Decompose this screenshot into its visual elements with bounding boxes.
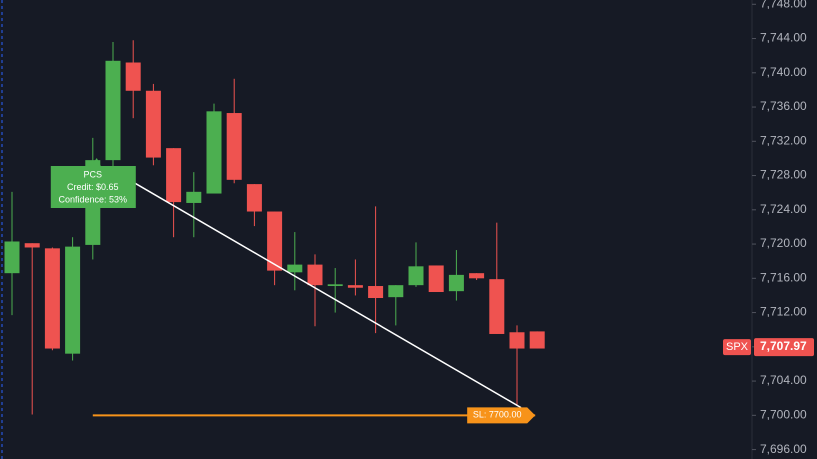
y-tick-label: 7,724.00 — [760, 202, 807, 216]
y-tick-label: 7,704.00 — [760, 373, 807, 387]
y-tick-label: 7,732.00 — [760, 133, 807, 147]
y-tick-label: 7,728.00 — [760, 168, 807, 182]
last-price-tag — [754, 338, 814, 357]
y-tick-label: 7,740.00 — [760, 65, 807, 79]
candle-body — [509, 332, 525, 349]
candle-body — [287, 264, 303, 273]
candle-body — [166, 148, 182, 203]
y-tick-label: 7,700.00 — [760, 407, 807, 421]
candle-body — [489, 279, 505, 334]
candle-body — [408, 266, 424, 286]
candle-body — [105, 60, 121, 161]
candle-body — [206, 111, 222, 194]
candle-body — [226, 113, 242, 180]
candle-body — [24, 243, 40, 248]
trend-line — [128, 179, 522, 409]
candle-body — [327, 284, 343, 287]
callout-box — [50, 158, 136, 208]
candle-body — [267, 211, 283, 271]
symbol-tag — [723, 339, 751, 356]
y-tick-label: 7,748.00 — [760, 0, 807, 10]
candle-body — [125, 62, 141, 91]
candle-body — [469, 273, 485, 279]
candle-body — [4, 241, 20, 274]
y-tick-label: 7,716.00 — [760, 270, 807, 284]
y-tick-label: 7,736.00 — [760, 99, 807, 113]
y-tick-label: 7,720.00 — [760, 236, 807, 250]
candle-body — [307, 264, 323, 286]
candle-body — [529, 331, 545, 349]
y-tick-label: 7,712.00 — [760, 305, 807, 319]
y-tick-label: 7,744.00 — [760, 31, 807, 45]
candle-body — [347, 285, 363, 288]
y-tick-label: 7,696.00 — [760, 442, 807, 456]
candle-body — [145, 90, 161, 158]
stop-loss-label: SL: 7700.00 — [473, 410, 522, 420]
candle-body — [65, 246, 81, 354]
candle-body — [428, 265, 444, 293]
candle-body — [246, 184, 262, 212]
candle-body — [368, 286, 384, 299]
candle-body — [448, 274, 464, 292]
callout-text: Confidence: 53% — [59, 194, 128, 204]
candle-body — [44, 248, 60, 349]
last-price-label: 7,707.97 — [760, 339, 807, 353]
stop-loss-tag — [467, 407, 536, 424]
candle-body — [186, 191, 202, 203]
candle-body — [388, 285, 404, 298]
callout-text: Credit: $0.65 — [67, 182, 119, 192]
callout-text: PCS — [84, 169, 103, 179]
symbol-label: SPX — [726, 341, 749, 353]
